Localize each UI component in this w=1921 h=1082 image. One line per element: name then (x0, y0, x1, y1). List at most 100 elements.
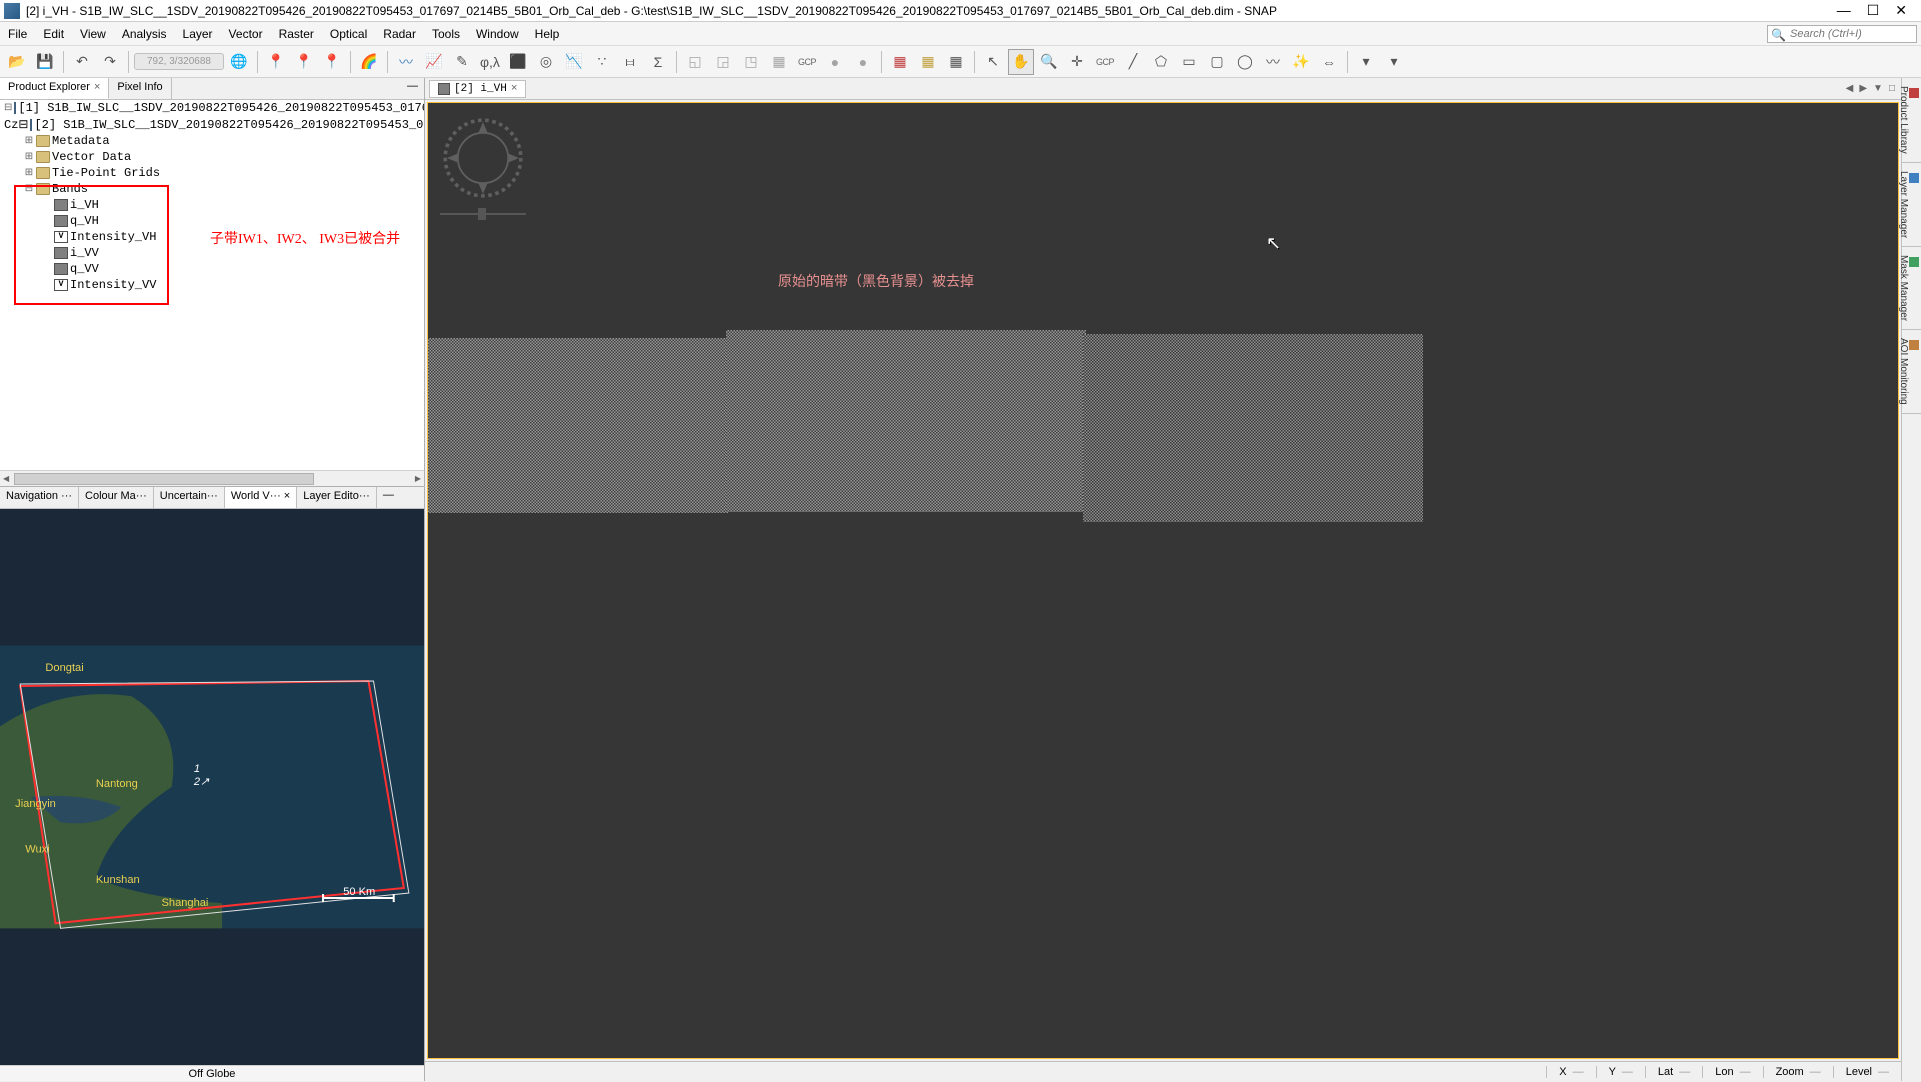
menu-radar[interactable]: Radar (375, 22, 424, 46)
band-q-vh[interactable]: q_VH (70, 214, 99, 228)
draw-rect-icon[interactable]: ▭ (1176, 49, 1202, 75)
menu-help[interactable]: Help (527, 22, 568, 46)
pointer-icon[interactable]: ↖ (980, 49, 1006, 75)
scatter-icon[interactable]: ∵ (589, 49, 615, 75)
wave-icon[interactable]: 〰 (393, 49, 419, 75)
range-icon[interactable]: ⇔ (1316, 49, 1342, 75)
tab-colour[interactable]: Colour Ma··· (79, 487, 154, 508)
menu-optical[interactable]: Optical (322, 22, 375, 46)
menu-vector[interactable]: Vector (221, 22, 271, 46)
resample4-icon[interactable]: ▦ (766, 49, 792, 75)
draw-free-icon[interactable]: 〰 (1260, 49, 1286, 75)
gcp2-icon[interactable]: GCP (1092, 49, 1118, 75)
resample2-icon[interactable]: ◲ (710, 49, 736, 75)
close-icon[interactable]: × (284, 490, 290, 502)
magic-icon[interactable]: ✨ (1288, 49, 1314, 75)
band-intensity-vh[interactable]: Intensity_VH (70, 230, 156, 244)
band-i-vv[interactable]: i_VV (70, 246, 99, 260)
globe-icon[interactable]: 🌐 (226, 49, 252, 75)
tree-vectordata[interactable]: Vector Data (52, 150, 131, 164)
menu-file[interactable]: File (0, 22, 35, 46)
tab-product-explorer[interactable]: Product Explorer× (0, 78, 109, 99)
spectrum-icon[interactable]: 🌈 (356, 49, 382, 75)
tree-tiepoints[interactable]: Tie-Point Grids (52, 166, 160, 180)
product-1[interactable]: [1] S1B_IW_SLC__1SDV_20190822T095426_201… (18, 101, 424, 115)
save-icon[interactable]: 💾 (32, 49, 58, 75)
undo-icon[interactable]: ↶ (69, 49, 95, 75)
gcp-icon[interactable]: GCP (794, 49, 820, 75)
tab-navigation[interactable]: Navigation ··· (0, 487, 79, 508)
menu-edit[interactable]: Edit (35, 22, 72, 46)
circle2-icon[interactable]: ● (850, 49, 876, 75)
minimize-nav[interactable]: — (377, 487, 400, 508)
rail-aoi-monitoring[interactable]: AOI Monitoring (1902, 330, 1921, 414)
open-icon[interactable]: 📂 (4, 49, 30, 75)
minimize-panel[interactable]: — (401, 78, 424, 99)
dropdown1-icon[interactable]: ▾ (1353, 49, 1379, 75)
zoom-slider[interactable] (438, 208, 528, 220)
zoom-icon[interactable]: 🔍 (1036, 49, 1062, 75)
menu-raster[interactable]: Raster (271, 22, 322, 46)
tree-hscroll[interactable] (0, 470, 424, 486)
sigma-icon[interactable]: Σ (645, 49, 671, 75)
draw-rect2-icon[interactable]: ▢ (1204, 49, 1230, 75)
draw-line-icon[interactable]: ╱ (1120, 49, 1146, 75)
grid3-icon[interactable]: ▦ (943, 49, 969, 75)
lambda-icon[interactable]: φ,λ (477, 49, 503, 75)
search-input[interactable] (1767, 25, 1917, 43)
hand-icon[interactable]: ✋ (1008, 49, 1034, 75)
redo-icon[interactable]: ↷ (97, 49, 123, 75)
band-intensity-vv[interactable]: Intensity_VV (70, 278, 156, 292)
profile-icon[interactable]: 📉 (561, 49, 587, 75)
world-view[interactable]: Dongtai Nantong Jiangyin Wuxi Kunshan Sh… (0, 509, 424, 1065)
grid2-icon[interactable]: ▦ (915, 49, 941, 75)
menu-layer[interactable]: Layer (175, 22, 221, 46)
close-tab-icon[interactable]: × (511, 83, 518, 95)
crosshair-icon[interactable]: ✛ (1064, 49, 1090, 75)
rail-mask-manager[interactable]: Mask Manager (1902, 247, 1921, 330)
tab-layer-editor[interactable]: Layer Edito··· (297, 487, 377, 508)
minimize-button[interactable]: — (1837, 2, 1851, 19)
product-2[interactable]: [2] S1B_IW_SLC__1SDV_20190822T095426_201… (34, 118, 424, 132)
product-tree[interactable]: ⊟[1] S1B_IW_SLC__1SDV_20190822T095426_20… (0, 100, 424, 470)
image-tab[interactable]: [2] i_VH × (429, 80, 526, 98)
rail-layer-manager[interactable]: Layer Manager (1902, 163, 1921, 247)
edit-icon[interactable]: ✎ (449, 49, 475, 75)
menu-tools[interactable]: Tools (424, 22, 468, 46)
menu-view[interactable]: View (72, 22, 114, 46)
pin-icon[interactable]: 📍 (263, 49, 289, 75)
tree-metadata[interactable]: Metadata (52, 134, 110, 148)
band-q-vv[interactable]: q_VV (70, 262, 99, 276)
draw-poly-icon[interactable]: ⬠ (1148, 49, 1174, 75)
tab-dropdown-icon[interactable]: ▼ (1871, 83, 1885, 94)
close-button[interactable]: ✕ (1895, 2, 1907, 19)
tab-prev-icon[interactable]: ◀ (1844, 83, 1856, 94)
grid1-icon[interactable]: ▦ (887, 49, 913, 75)
tab-next-icon[interactable]: ▶ (1857, 83, 1869, 94)
maximize-button[interactable]: ☐ (1867, 2, 1880, 19)
target-icon[interactable]: ◎ (533, 49, 559, 75)
pin2-icon[interactable]: 📍 (291, 49, 317, 75)
dropdown2-icon[interactable]: ▾ (1381, 49, 1407, 75)
tab-worldview[interactable]: World V···× (225, 487, 297, 508)
histogram-icon[interactable]: ⬛ (505, 49, 531, 75)
tab-pixel-info[interactable]: Pixel Info (109, 78, 171, 99)
label-shanghai: Shanghai (162, 897, 209, 909)
tab-maximize-icon[interactable]: □ (1887, 83, 1897, 94)
menu-window[interactable]: Window (468, 22, 527, 46)
chart-icon[interactable]: 📈 (421, 49, 447, 75)
tree-bands[interactable]: Bands (52, 182, 88, 196)
compass-icon[interactable] (438, 113, 528, 203)
tab-uncertain[interactable]: Uncertain··· (154, 487, 225, 508)
band-i-vh[interactable]: i_VH (70, 198, 99, 212)
bars-icon[interactable]: ⧦ (617, 49, 643, 75)
menu-analysis[interactable]: Analysis (114, 22, 175, 46)
resample3-icon[interactable]: ◳ (738, 49, 764, 75)
resample-icon[interactable]: ◱ (682, 49, 708, 75)
circle1-icon[interactable]: ● (822, 49, 848, 75)
pin3-icon[interactable]: 📍 (319, 49, 345, 75)
image-view[interactable]: 原始的暗带（黑色背景）被去掉 ↖ (427, 102, 1899, 1059)
close-icon[interactable]: × (94, 81, 100, 93)
rail-product-library[interactable]: Product Library (1902, 78, 1921, 163)
draw-ellipse-icon[interactable]: ◯ (1232, 49, 1258, 75)
